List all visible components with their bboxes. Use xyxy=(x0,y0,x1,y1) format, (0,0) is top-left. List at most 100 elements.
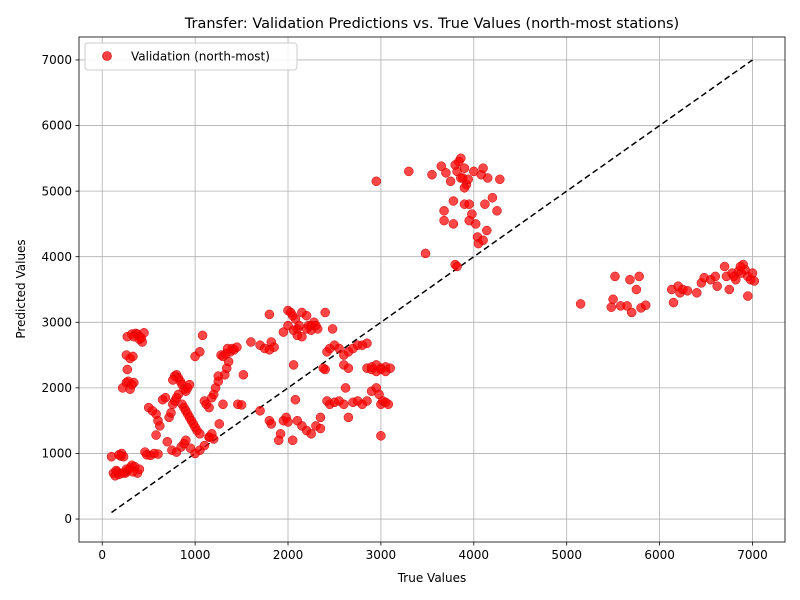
data-point xyxy=(719,261,730,272)
data-point xyxy=(218,399,228,410)
data-point xyxy=(487,192,498,203)
data-point xyxy=(195,429,205,439)
data-point xyxy=(420,248,431,259)
data-point xyxy=(343,363,354,373)
reference-line-group xyxy=(111,59,753,514)
data-point xyxy=(287,435,298,446)
data-point xyxy=(441,168,451,178)
data-point xyxy=(478,235,488,246)
data-points xyxy=(106,153,760,481)
data-point xyxy=(427,169,437,180)
data-point xyxy=(320,307,330,318)
data-point xyxy=(214,419,225,429)
y-tick-label: 6000 xyxy=(41,119,72,133)
data-point xyxy=(459,183,470,193)
data-point xyxy=(606,302,617,312)
data-point xyxy=(710,271,721,282)
data-point xyxy=(129,377,139,388)
data-point xyxy=(448,196,459,206)
data-point xyxy=(625,274,635,285)
data-point xyxy=(301,310,312,321)
data-point xyxy=(467,209,477,219)
data-point xyxy=(238,370,249,380)
data-point xyxy=(266,419,277,429)
legend-marker xyxy=(102,51,112,61)
data-point xyxy=(731,274,741,285)
data-point xyxy=(376,431,386,441)
y-axis-ticks: 0 1000 2000 3000 4000 5000 6000 7000 xyxy=(41,53,79,526)
data-point xyxy=(339,399,349,410)
data-point xyxy=(117,468,128,478)
chart-title: Transfer: Validation Predictions vs. Tru… xyxy=(184,16,679,32)
data-point xyxy=(439,206,449,216)
x-tick-label: 4000 xyxy=(459,548,490,562)
y-tick-label: 0 xyxy=(64,512,72,526)
data-point xyxy=(495,174,505,185)
data-point xyxy=(297,331,307,342)
data-point xyxy=(114,450,124,460)
data-point xyxy=(482,225,492,236)
data-point xyxy=(380,366,391,377)
data-point xyxy=(459,163,470,173)
data-point xyxy=(320,364,330,375)
x-tick-label: 0 xyxy=(98,548,106,562)
data-point xyxy=(735,261,746,272)
data-point xyxy=(181,435,191,446)
data-point xyxy=(436,161,447,171)
data-point xyxy=(340,383,351,393)
data-point xyxy=(464,199,474,209)
data-point xyxy=(255,406,265,416)
data-point xyxy=(204,402,214,413)
data-point xyxy=(315,423,326,434)
data-point xyxy=(712,281,722,291)
data-point xyxy=(634,271,644,282)
x-tick-label: 3000 xyxy=(366,548,397,562)
x-tick-label: 6000 xyxy=(644,548,675,562)
data-point xyxy=(236,400,247,410)
data-point xyxy=(371,176,382,187)
x-tick-label: 2000 xyxy=(273,548,304,562)
data-point xyxy=(478,163,488,173)
data-point xyxy=(747,268,758,278)
data-point xyxy=(383,399,394,410)
data-point xyxy=(622,301,632,311)
y-tick-label: 2000 xyxy=(41,381,72,395)
data-point xyxy=(682,286,693,296)
y-axis-label: Predicted Values xyxy=(14,239,28,338)
data-point xyxy=(445,176,456,187)
data-point xyxy=(195,347,205,357)
data-point xyxy=(199,440,210,451)
data-point xyxy=(122,364,133,375)
data-point xyxy=(724,284,735,295)
data-point xyxy=(288,360,299,370)
grid-lines xyxy=(79,37,785,542)
data-point xyxy=(162,436,173,447)
data-point xyxy=(631,284,642,295)
data-point xyxy=(608,294,618,305)
y-tick-label: 7000 xyxy=(41,53,72,67)
data-point xyxy=(208,434,219,444)
data-point xyxy=(269,342,279,352)
x-tick-label: 7000 xyxy=(737,548,768,562)
data-point xyxy=(264,309,275,320)
data-point xyxy=(749,276,760,286)
data-point xyxy=(470,219,481,229)
legend-frame xyxy=(84,42,298,71)
data-point xyxy=(668,297,679,308)
data-point xyxy=(610,271,620,282)
data-point xyxy=(404,166,414,177)
y-tick-label: 1000 xyxy=(41,447,72,461)
data-point xyxy=(290,394,301,405)
y-tick-label: 5000 xyxy=(41,184,72,198)
data-point xyxy=(312,324,323,334)
data-point xyxy=(456,153,466,164)
data-point xyxy=(128,351,138,362)
data-point xyxy=(692,288,702,298)
data-point xyxy=(168,375,178,385)
data-point xyxy=(155,421,165,431)
data-point xyxy=(197,330,208,341)
data-point xyxy=(246,337,256,347)
data-point xyxy=(306,429,316,439)
